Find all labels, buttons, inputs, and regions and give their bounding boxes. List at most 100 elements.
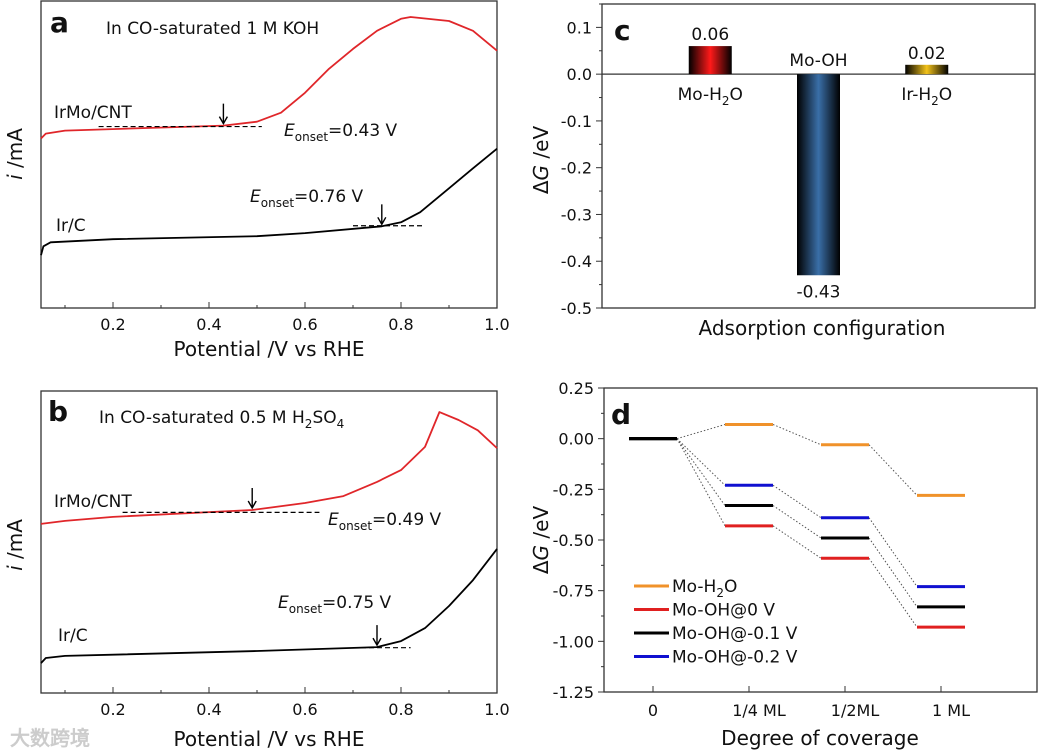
label-sub: 2	[722, 94, 730, 108]
y-tick-label: -0.75	[553, 582, 594, 601]
connector-dotted	[676, 438, 726, 506]
label-part: O	[939, 85, 952, 105]
series-line-ir-c	[40, 548, 498, 664]
panel-letter-b: b	[48, 395, 68, 428]
bar-value-label: -0.43	[797, 282, 841, 302]
connector-dotted	[676, 424, 726, 440]
y-tick-label: -0.3	[561, 205, 592, 224]
bar-category-label: Mo-H2O	[678, 85, 743, 108]
y-tick-label: 0.00	[558, 430, 594, 449]
x-tick-label: 0.2	[100, 700, 125, 719]
bar-category-label: Mo-OH	[789, 51, 847, 71]
label-part: Mo-OH@-0.1 V	[672, 624, 798, 644]
plot-frame-a	[40, 0, 498, 309]
x-tick-label: 0.6	[292, 700, 317, 719]
legend-label: Mo-OH@-0.2 V	[672, 648, 798, 668]
panel-b: b In CO-saturated 0.5 M H2SO4 IrMo/CNT I…	[3, 395, 442, 751]
onset-arrow-head	[218, 116, 229, 126]
y-tick-label: -0.5	[561, 299, 592, 318]
label-part: Mo-OH@0 V	[672, 601, 775, 621]
plot-frame-b	[40, 390, 498, 694]
chart-marks: 0.2 0.4 0.6 0.8 1.0 0.2 0.4 0.6 0.8 1.0 -0.5 -0.4 -0…	[40, 0, 1038, 720]
onset-arrow-head	[372, 637, 382, 647]
y-tick-label: -0.4	[561, 252, 592, 271]
bar	[688, 46, 732, 75]
panel-a: a In CO-saturated 1 M KOH IrMo/CNT Ir/C …	[3, 6, 398, 361]
onset-label-a-irmo: Eonset=0.43 V	[284, 121, 398, 144]
y-tick-label: -0.25	[553, 480, 594, 499]
y-tick-label: 0.1	[567, 18, 592, 37]
x-tick-label: 0.8	[388, 700, 413, 719]
onset-arrow-head	[377, 216, 387, 226]
plot-frame-c	[601, 3, 1036, 309]
y-axis-label-c: ΔG /eV	[529, 126, 553, 195]
y-tick-label: -0.1	[561, 112, 592, 131]
y-tick-label: -0.2	[561, 159, 592, 178]
x-axis-label-a: Potential /V vs RHE	[174, 337, 365, 361]
x-tick-label: 0.8	[388, 315, 413, 334]
x-tick-label: 0.4	[196, 315, 221, 334]
plot-frame-d	[603, 387, 1038, 693]
x-tick-label: 1/4 ML	[732, 701, 786, 720]
legend-label: Mo-OH@0 V	[672, 601, 775, 621]
panel-c: c Adsorption configuration ΔG /eV	[529, 14, 945, 340]
watermark: 大数跨境	[10, 726, 90, 750]
y-axis-label-b: i /mA	[3, 519, 27, 571]
label-part: Mo-OH	[789, 51, 847, 71]
series-label-ir-c-b: Ir/C	[58, 626, 88, 646]
x-tick-label: 0	[648, 701, 658, 720]
label-sub: 2	[931, 94, 939, 108]
y-tick-label: 0.25	[558, 379, 594, 398]
connector-dotted	[676, 438, 726, 527]
connector-dotted	[868, 557, 918, 628]
panel-letter-d: d	[611, 398, 631, 431]
x-axis-label-b: Potential /V vs RHE	[174, 727, 365, 751]
series-label-ir-c: Ir/C	[56, 216, 86, 236]
legend-label: Mo-OH@-0.1 V	[672, 624, 798, 644]
series-line-irmo-cnt	[40, 16, 498, 140]
series-line-irmo-cnt	[40, 411, 498, 525]
onset-label-b-irmo: Eonset=0.49 V	[328, 510, 442, 533]
connector-dotted	[772, 484, 822, 519]
x-axis-label-d: Degree of coverage	[721, 726, 919, 750]
x-tick-label: 1 ML	[932, 701, 970, 720]
series-label-irmo-cnt: IrMo/CNT	[54, 103, 132, 123]
connector-dotted	[676, 438, 726, 486]
panel-letter-a: a	[50, 6, 69, 39]
connector-dotted	[868, 517, 918, 587]
panel-d: d Degree of coverage ΔG /eV	[529, 398, 919, 750]
y-tick-label: -0.50	[553, 531, 594, 550]
y-tick-label: -1.25	[553, 683, 594, 702]
label-part: Ir-H	[901, 85, 931, 105]
panel-b-title: In CO-saturated 0.5 M H2SO4	[99, 408, 344, 431]
bar	[905, 64, 949, 75]
connector-dotted	[772, 424, 822, 446]
bar	[797, 74, 840, 276]
connector-dotted	[772, 525, 822, 559]
onset-label-b-ir: Eonset=0.75 V	[278, 593, 392, 616]
label-sub: 2	[716, 586, 724, 600]
bar-category-label: Ir-H2O	[901, 85, 952, 108]
panel-letter-c: c	[614, 14, 631, 47]
bar-value-label: 0.06	[691, 25, 729, 45]
x-tick-label: 1.0	[484, 700, 509, 719]
connector-dotted	[868, 444, 918, 496]
panel-a-title: In CO-saturated 1 M KOH	[106, 19, 319, 39]
label-part: Mo-H	[672, 577, 716, 597]
y-tick-label: 0.0	[567, 65, 592, 84]
x-tick-label: 1/2ML	[831, 701, 880, 720]
x-tick-label: 0.4	[196, 700, 221, 719]
label-part: O	[730, 85, 743, 105]
x-tick-label: 0.2	[100, 315, 125, 334]
y-axis-label-d: ΔG /eV	[529, 506, 553, 575]
onset-arrow-head	[247, 500, 257, 510]
series-line-ir-c	[40, 148, 498, 256]
label-part: Mo-OH@-0.2 V	[672, 648, 798, 668]
label-part: O	[724, 577, 737, 597]
connector-dotted	[868, 537, 918, 608]
onset-label-a-ir: Eonset=0.76 V	[250, 187, 364, 210]
y-axis-label-a: i /mA	[3, 128, 27, 180]
bar-value-label: 0.02	[908, 44, 946, 64]
legend-label: Mo-H2O	[672, 577, 737, 600]
